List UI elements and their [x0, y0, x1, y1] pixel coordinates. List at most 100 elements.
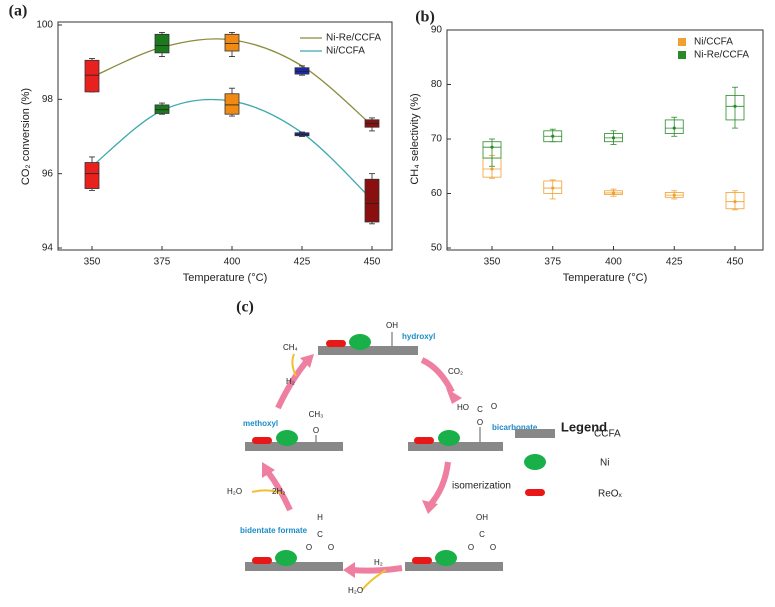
product: CH₄: [283, 343, 298, 352]
y-tick-label: 80: [431, 79, 443, 90]
legend-title: Legend: [561, 419, 607, 434]
byproduct-arrow: [251, 489, 283, 495]
arrowhead: [343, 562, 355, 578]
median-dot: [672, 126, 676, 130]
legend-swatch: [515, 429, 555, 438]
reox: [412, 557, 432, 564]
species-label: hydroxyl: [402, 332, 435, 341]
median-dot: [672, 193, 676, 197]
legend-swatch: [678, 51, 686, 59]
x-tick-label: 375: [154, 257, 171, 268]
median-dot: [611, 136, 616, 140]
reox: [326, 340, 346, 347]
byproduct-arrow: [361, 569, 387, 591]
reox: [252, 437, 272, 444]
x-tick-label: 400: [224, 257, 241, 268]
legend-swatch: [678, 38, 686, 46]
step-label: isomerization: [452, 481, 511, 492]
atom: O: [477, 418, 483, 427]
legend-label: Ni-Re/CCFA: [694, 50, 749, 61]
reactant: H₂: [374, 558, 383, 567]
ni: [275, 550, 297, 566]
ni: [276, 430, 298, 446]
reactant: H₂: [286, 377, 295, 386]
atom: H: [317, 513, 323, 522]
byproduct-arrow: [291, 353, 297, 377]
product: H₂O: [227, 487, 242, 496]
ni: [349, 334, 371, 350]
atom: OH: [386, 321, 398, 330]
x-tick-label: 400: [605, 257, 622, 268]
surface: [318, 346, 418, 355]
ni: [438, 430, 460, 446]
x-axis-title: Temperature (°C): [183, 272, 267, 284]
panel-label: (b): [415, 9, 435, 26]
atom: O: [468, 543, 474, 552]
box: [84, 162, 100, 189]
plot-frame: [57, 21, 393, 251]
box: [664, 119, 684, 134]
legend-swatch: [525, 489, 545, 496]
surface: [245, 442, 343, 451]
arrow: [420, 357, 455, 394]
median-dot: [611, 191, 616, 195]
atom: C: [477, 405, 483, 414]
arrow: [265, 470, 293, 512]
median-dot: [733, 200, 737, 204]
box: [84, 59, 100, 93]
x-tick-label: 375: [544, 257, 561, 268]
atom: OH: [476, 513, 488, 522]
x-axis-title: Temperature (°C): [563, 272, 647, 284]
surface: [408, 442, 503, 451]
atom: O: [490, 543, 496, 552]
species-label: methoxyl: [243, 419, 278, 428]
diagram: (c) OH hydroxyl HO C O O bicarbonate OH …: [227, 299, 623, 595]
y-tick-label: 98: [42, 94, 54, 105]
arrowhead: [422, 500, 438, 514]
legend-label: Ni-Re/CCFA: [326, 33, 381, 44]
y-axis-title: CH₄ selectivity (%): [409, 93, 421, 184]
box: [364, 178, 380, 223]
box: [154, 33, 170, 54]
box: [482, 141, 502, 159]
atom: O: [491, 402, 497, 411]
legend-label: Ni/CCFA: [326, 46, 365, 57]
legend-label: Ni/CCFA: [694, 37, 733, 48]
product: H₂O: [348, 586, 363, 595]
y-tick-label: 70: [431, 134, 443, 145]
species-label: bidentate formate: [240, 526, 308, 535]
x-tick-label: 350: [484, 257, 501, 268]
arrowhead: [300, 354, 314, 368]
y-axis-title: CO₂ conversion (%): [20, 88, 32, 185]
plot-frame: [446, 29, 764, 251]
species-label: bicarbonate: [492, 423, 538, 432]
box: [224, 33, 240, 52]
x-tick-label: 450: [727, 257, 744, 268]
box: [725, 192, 745, 210]
x-tick-label: 425: [294, 257, 311, 268]
ni: [435, 550, 457, 566]
panel-label: (a): [9, 3, 28, 20]
arrow: [427, 461, 451, 507]
box: [543, 180, 563, 194]
atom: C: [479, 530, 485, 539]
legend-swatch: [524, 454, 546, 470]
y-tick-label: 96: [42, 168, 54, 179]
box: [154, 104, 170, 114]
median-dot: [733, 104, 737, 108]
box: [294, 67, 310, 75]
arrowhead: [446, 388, 462, 404]
atom: HO: [457, 403, 469, 412]
median-dot: [551, 186, 555, 190]
legend-label: Ni: [600, 458, 609, 469]
atom: O: [313, 426, 319, 435]
x-tick-label: 350: [84, 257, 101, 268]
legend-label: CCFA: [594, 429, 621, 440]
y-tick-label: 60: [431, 188, 443, 199]
box: [224, 93, 240, 115]
y-tick-label: 50: [431, 243, 443, 254]
surface: [405, 562, 503, 571]
reox: [252, 557, 272, 564]
atom: C: [317, 530, 323, 539]
